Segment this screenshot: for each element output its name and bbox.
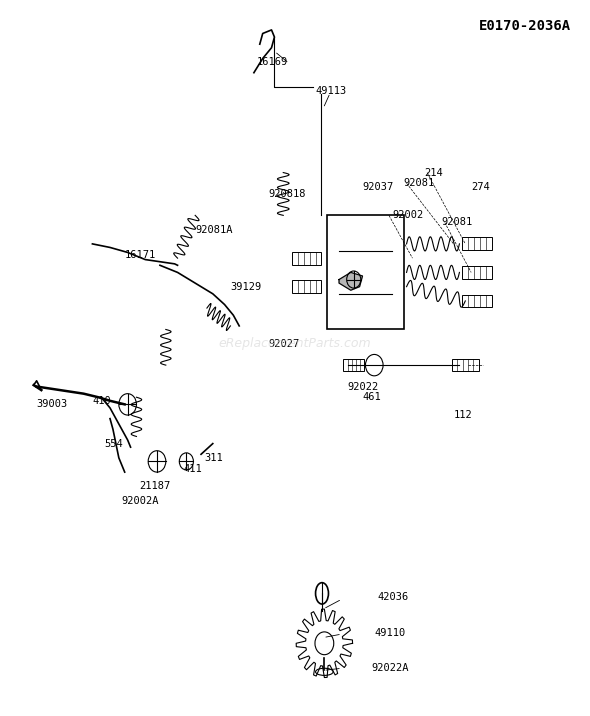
Text: 554: 554	[104, 439, 123, 449]
Bar	[292, 252, 322, 265]
Text: 49113: 49113	[316, 85, 347, 95]
Text: 49110: 49110	[374, 628, 405, 637]
Text: 410: 410	[93, 396, 111, 406]
Text: 92081: 92081	[442, 218, 473, 228]
Bar	[292, 280, 322, 293]
Bar	[452, 359, 478, 371]
Text: 39003: 39003	[37, 400, 68, 410]
Text: 274: 274	[471, 182, 490, 192]
Text: 92081: 92081	[404, 178, 435, 188]
Bar	[463, 238, 491, 251]
Text: 92022A: 92022A	[371, 663, 409, 673]
Circle shape	[315, 632, 334, 654]
Text: 461: 461	[362, 392, 381, 402]
Text: E0170-2036A: E0170-2036A	[479, 19, 571, 33]
Text: 92037: 92037	[362, 182, 394, 192]
Text: 92002A: 92002A	[122, 495, 159, 505]
Text: 92081A: 92081A	[195, 225, 232, 235]
Text: 214: 214	[424, 168, 443, 178]
Text: 411: 411	[183, 463, 202, 473]
Text: 16171: 16171	[124, 250, 156, 260]
Text: 112: 112	[454, 410, 473, 420]
Text: 92027: 92027	[268, 339, 300, 349]
Text: 21187: 21187	[139, 481, 171, 491]
Polygon shape	[339, 272, 362, 290]
Text: 92022: 92022	[348, 382, 379, 392]
Text: 39129: 39129	[231, 281, 261, 291]
Text: 42036: 42036	[377, 592, 408, 602]
Text: eReplacementParts.com: eReplacementParts.com	[219, 337, 371, 350]
Text: 311: 311	[204, 453, 223, 463]
Text: 16169: 16169	[257, 57, 288, 67]
Bar	[463, 294, 491, 307]
Bar	[343, 359, 364, 371]
Bar	[463, 266, 491, 279]
Text: 920818: 920818	[268, 189, 306, 199]
Text: 92002: 92002	[392, 211, 423, 221]
